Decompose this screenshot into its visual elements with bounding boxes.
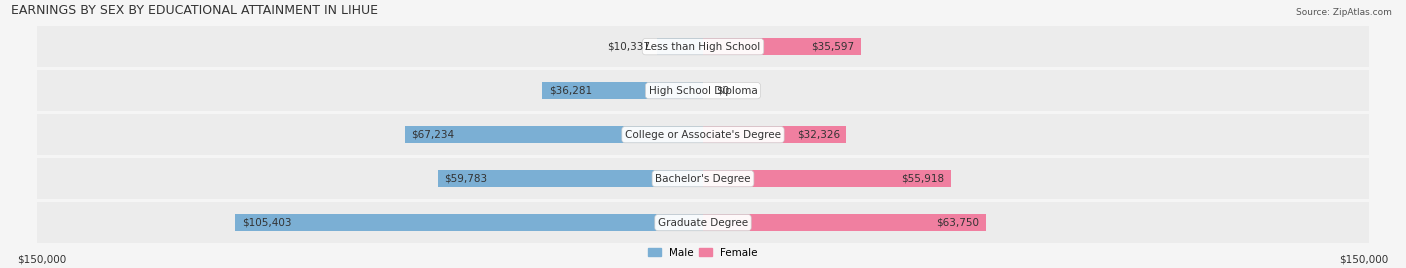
Text: $0: $0 (716, 86, 730, 96)
Text: Less than High School: Less than High School (645, 42, 761, 52)
Bar (543, 82, 703, 99)
Bar (38, 158, 1368, 199)
Text: College or Associate's Degree: College or Associate's Degree (626, 130, 780, 140)
Text: $36,281: $36,281 (548, 86, 592, 96)
Text: $10,337: $10,337 (607, 42, 651, 52)
Bar (38, 70, 1368, 111)
Text: $105,403: $105,403 (242, 218, 291, 228)
Text: High School Diploma: High School Diploma (648, 86, 758, 96)
Text: Graduate Degree: Graduate Degree (658, 218, 748, 228)
Bar (657, 38, 703, 55)
Legend: Male, Female: Male, Female (644, 244, 762, 262)
Text: $59,783: $59,783 (444, 174, 488, 184)
Bar (437, 170, 703, 187)
Text: $35,597: $35,597 (811, 42, 855, 52)
Bar (235, 214, 703, 231)
Bar (38, 27, 1368, 67)
Bar (38, 114, 1368, 155)
Bar (38, 202, 1368, 243)
Text: $67,234: $67,234 (412, 130, 454, 140)
Text: $55,918: $55,918 (901, 174, 945, 184)
Text: Source: ZipAtlas.com: Source: ZipAtlas.com (1296, 8, 1392, 17)
Text: $150,000: $150,000 (1340, 254, 1389, 264)
Text: $150,000: $150,000 (17, 254, 66, 264)
Bar (405, 126, 703, 143)
Text: $32,326: $32,326 (797, 130, 839, 140)
Bar (703, 126, 846, 143)
Bar (703, 38, 860, 55)
Text: $63,750: $63,750 (936, 218, 979, 228)
Bar (703, 170, 950, 187)
Text: Bachelor's Degree: Bachelor's Degree (655, 174, 751, 184)
Bar (703, 214, 986, 231)
Text: EARNINGS BY SEX BY EDUCATIONAL ATTAINMENT IN LIHUE: EARNINGS BY SEX BY EDUCATIONAL ATTAINMEN… (11, 4, 378, 17)
